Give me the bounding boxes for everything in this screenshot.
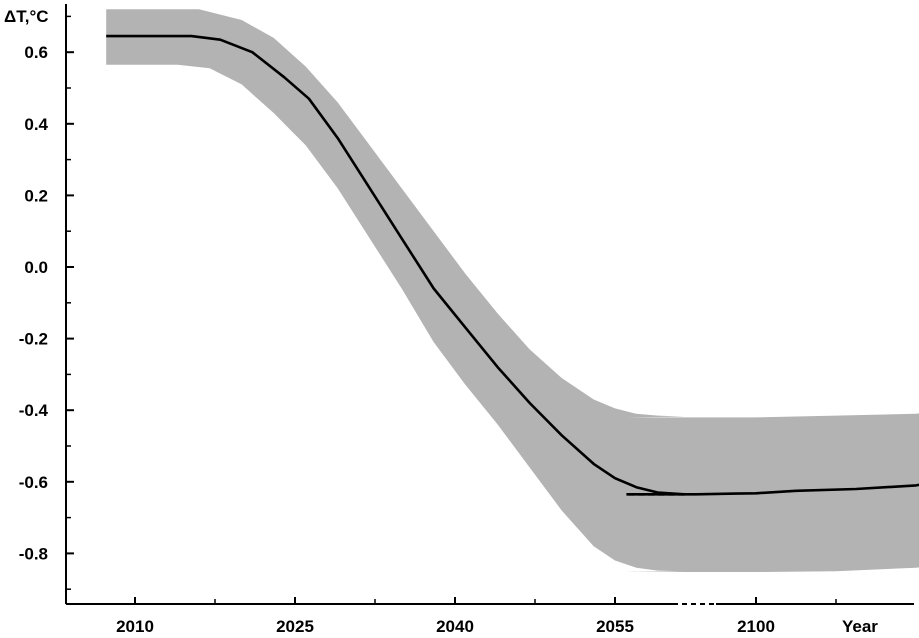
x-tick-label: 2100 — [737, 617, 775, 636]
y-tick-label: -0.8 — [19, 544, 48, 563]
uncertainty-band — [106, 9, 919, 573]
x-axis-year-label: Year — [842, 617, 878, 636]
temperature-line-layer — [106, 34, 919, 496]
y-axis-unit-label: ΔT,°C — [4, 7, 49, 26]
y-tick-label: 0.6 — [24, 43, 48, 62]
temperature-line-segment-1 — [106, 34, 685, 496]
temperature-line-segment-3 — [626, 483, 919, 496]
x-tick-label: 2025 — [276, 617, 314, 636]
y-tick-label: -0.4 — [19, 401, 49, 420]
y-tick-label: 0.0 — [24, 258, 48, 277]
y-tick-label: 0.2 — [24, 186, 48, 205]
x-tick-label: 2055 — [596, 617, 634, 636]
x-tick-label: 2010 — [116, 617, 154, 636]
y-tick-label: 0.4 — [24, 115, 48, 134]
y-tick-label: -0.2 — [19, 330, 48, 349]
tick-labels: 0.6 0.4 0.2 0.0 -0.2 -0.4 -0.6 -0.8 2010 2025 2040… — [19, 43, 775, 636]
uncertainty-band-layer — [106, 9, 919, 573]
axes — [65, 4, 914, 605]
y-tick-label: -0.6 — [19, 473, 48, 492]
x-tick-label: 2040 — [436, 617, 474, 636]
